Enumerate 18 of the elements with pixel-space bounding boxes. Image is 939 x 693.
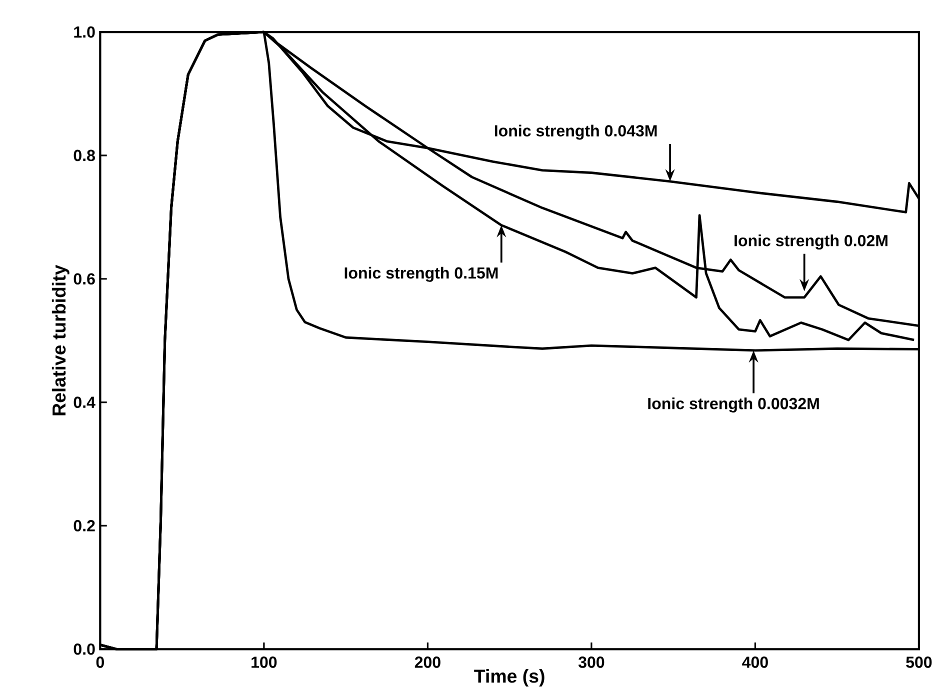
y-tick-label: 0.2 [74, 520, 95, 532]
x-tick-label: 500 [906, 656, 932, 668]
x-tick-label: 0 [96, 656, 104, 668]
y-tick-label: 0.4 [74, 396, 96, 408]
x-tick-label: 200 [414, 656, 440, 668]
x-tick-label: 300 [578, 656, 604, 668]
y-tick-label: 0.6 [74, 273, 95, 284]
y-tick-label: 0.8 [74, 150, 95, 162]
x-tick-label: 400 [742, 656, 768, 668]
annotation: Ionic strength 0.043M [494, 124, 657, 140]
annotation: Ionic strength 0.02M [734, 234, 888, 250]
annotation: Ionic strength 0.15M [344, 266, 498, 282]
y-tick-label: 0.0 [74, 643, 95, 655]
x-axis-title: Time (s) [474, 668, 544, 686]
annotation: Ionic strength 0.0032M [648, 397, 819, 412]
y-axis-title: Relative turbidity [52, 264, 70, 416]
y-tick-label: 1.0 [74, 26, 95, 38]
x-tick-label: 100 [252, 656, 277, 668]
